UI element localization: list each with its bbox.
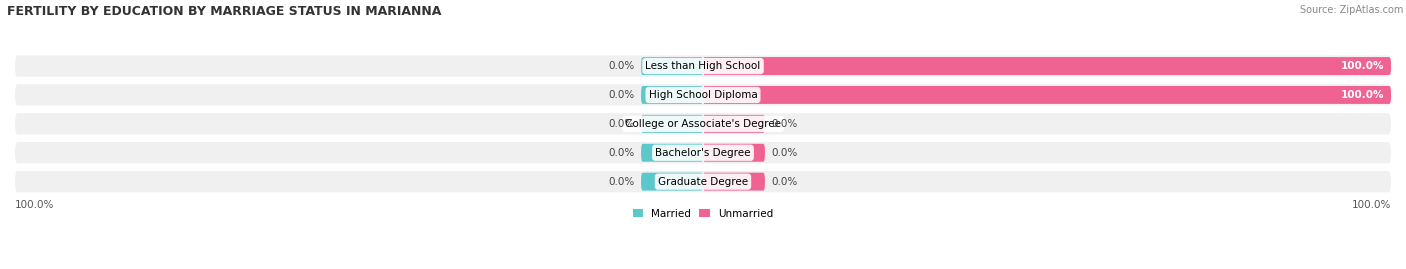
Text: College or Associate's Degree: College or Associate's Degree xyxy=(626,119,780,129)
Text: 0.0%: 0.0% xyxy=(607,119,634,129)
Text: 0.0%: 0.0% xyxy=(607,90,634,100)
Text: Graduate Degree: Graduate Degree xyxy=(658,177,748,187)
Text: FERTILITY BY EDUCATION BY MARRIAGE STATUS IN MARIANNA: FERTILITY BY EDUCATION BY MARRIAGE STATU… xyxy=(7,5,441,18)
FancyBboxPatch shape xyxy=(641,86,703,104)
Text: 0.0%: 0.0% xyxy=(607,61,634,71)
FancyBboxPatch shape xyxy=(703,115,765,133)
FancyBboxPatch shape xyxy=(703,173,765,190)
Text: Bachelor's Degree: Bachelor's Degree xyxy=(655,148,751,158)
FancyBboxPatch shape xyxy=(15,55,1391,77)
Text: 0.0%: 0.0% xyxy=(607,148,634,158)
FancyBboxPatch shape xyxy=(703,57,1391,75)
FancyBboxPatch shape xyxy=(641,57,703,75)
FancyBboxPatch shape xyxy=(15,84,1391,106)
Text: 100.0%: 100.0% xyxy=(1340,90,1384,100)
Text: 100.0%: 100.0% xyxy=(1351,200,1391,210)
FancyBboxPatch shape xyxy=(15,171,1391,192)
FancyBboxPatch shape xyxy=(703,144,765,162)
Text: 100.0%: 100.0% xyxy=(15,200,55,210)
Text: 0.0%: 0.0% xyxy=(772,119,799,129)
FancyBboxPatch shape xyxy=(641,144,703,162)
FancyBboxPatch shape xyxy=(15,142,1391,164)
FancyBboxPatch shape xyxy=(15,113,1391,134)
FancyBboxPatch shape xyxy=(703,86,1391,104)
Text: High School Diploma: High School Diploma xyxy=(648,90,758,100)
Text: 100.0%: 100.0% xyxy=(1340,61,1384,71)
Text: Less than High School: Less than High School xyxy=(645,61,761,71)
Text: 0.0%: 0.0% xyxy=(772,148,799,158)
Text: 0.0%: 0.0% xyxy=(772,177,799,187)
FancyBboxPatch shape xyxy=(641,173,703,190)
FancyBboxPatch shape xyxy=(641,115,703,133)
Text: 0.0%: 0.0% xyxy=(607,177,634,187)
Legend: Married, Unmarried: Married, Unmarried xyxy=(628,204,778,223)
Text: Source: ZipAtlas.com: Source: ZipAtlas.com xyxy=(1299,5,1403,15)
